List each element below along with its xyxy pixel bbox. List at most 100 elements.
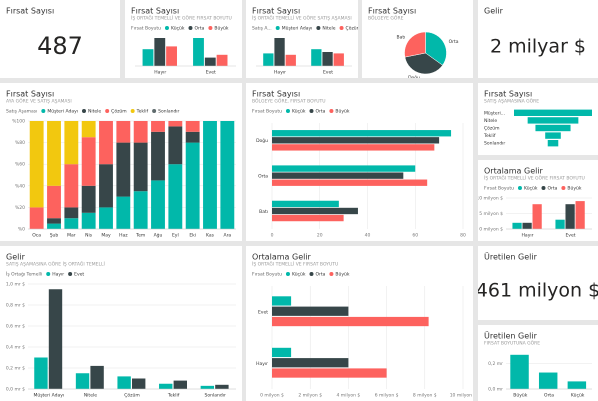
- bar-segment: [168, 164, 183, 229]
- legend-swatch: [309, 272, 314, 276]
- bar: [159, 383, 173, 389]
- slice-label: Doğu: [408, 74, 420, 78]
- legend-label: Nitele: [322, 26, 335, 32]
- legend-title: Fırsat Boyutu: [131, 26, 161, 32]
- bar-segment: [185, 131, 200, 143]
- legend-swatch: [285, 272, 290, 276]
- bar: [522, 222, 532, 229]
- bar: [166, 46, 177, 66]
- bar: [272, 316, 429, 327]
- y-tick-label: 10 milyon $: [478, 196, 503, 202]
- legend-swatch: [152, 109, 157, 113]
- bar: [193, 38, 204, 66]
- tile: Ortalama Gelir İŞ ORTAĞI TEMELLİ VE FIRSA…: [246, 246, 473, 401]
- tile-subtitle: İŞ ORTAĞI TEMELLİ VE GÖRE FIRSAT BOYUTU: [484, 175, 585, 182]
- legend-swatch: [46, 272, 51, 276]
- bar-segment: [47, 223, 61, 229]
- x-tick-label: 0 milyon $: [260, 393, 284, 399]
- bar: [204, 57, 216, 66]
- bar: [117, 376, 131, 389]
- tile-title: Üretilen Gelir: [484, 331, 538, 341]
- x-tick-label: Hayır: [274, 70, 286, 76]
- funnel-label: Teklif: [483, 133, 496, 139]
- chart: Gelir 2 milyar $: [484, 7, 586, 58]
- x-tick-label: Şub: [50, 233, 59, 239]
- bar: [272, 144, 435, 151]
- pie-slice: [425, 31, 447, 66]
- legend-swatch: [285, 109, 290, 113]
- funnel-label: Sonlandır: [484, 141, 505, 147]
- x-tick-label: Hayır: [522, 233, 534, 239]
- bar-segment: [151, 180, 165, 229]
- x-tick-label: 60: [412, 233, 418, 239]
- chart: Fırsat Sayısı 487: [6, 7, 83, 61]
- legend-label: Büyük: [335, 109, 349, 115]
- tile-subtitle: AYA GÖRE VE SATIŞ AŞAMASI: [6, 98, 72, 105]
- legend-title: Fırsat Boyutu: [252, 109, 282, 115]
- y-tick-label: 0,2 mr $: [6, 366, 25, 372]
- tile-title: Fırsat Sayısı: [6, 7, 54, 16]
- tile-title: Gelir: [484, 7, 504, 16]
- bar: [272, 347, 292, 358]
- bar-segment: [116, 121, 131, 143]
- card-value: 461 milyon $: [478, 280, 598, 302]
- legend-title: Satış A...: [252, 26, 272, 32]
- bar: [272, 296, 292, 306]
- legend-swatch: [329, 109, 334, 113]
- tile-subtitle: İŞ ORTAĞI TEMELLİ VE GÖRE SATIŞ AŞAMASI: [252, 15, 352, 22]
- legend-swatch: [164, 26, 169, 30]
- bar-segment: [133, 142, 148, 192]
- x-tick-label: Küçük: [571, 393, 585, 399]
- legend-title: Satış Aşaması: [6, 109, 37, 115]
- y-tick-label: 1,0 mr $: [6, 282, 25, 288]
- card-value: 2 milyar $: [490, 36, 586, 58]
- tile-subtitle: FIRSAT BOYUTUNA GÖRE: [484, 340, 540, 347]
- bar: [555, 219, 565, 229]
- bar: [48, 289, 63, 389]
- y-tick-label: 5 milyon $: [479, 211, 503, 217]
- bar: [200, 385, 215, 389]
- tile: Fırsat Sayısı SATIŞ AŞAMASINA GÖRE Müşteri…: [478, 83, 598, 155]
- x-tick-label: Evet: [323, 70, 333, 76]
- y-tick-label: 0,8 mr $: [6, 303, 25, 309]
- legend-label: Orta: [315, 272, 325, 278]
- bar: [272, 200, 339, 208]
- bar: [333, 53, 344, 66]
- bar: [215, 384, 229, 389]
- x-tick-label: Sonlandır: [205, 393, 226, 399]
- bar: [272, 207, 358, 215]
- legend-label: Sonlandır: [158, 109, 179, 115]
- legend-label: Küçük: [292, 109, 306, 115]
- tile-title: Fırsat Sayısı: [252, 90, 300, 99]
- bar-segment: [81, 137, 96, 186]
- bar: [510, 354, 529, 389]
- tile-subtitle: İŞ ORTAĞI TEMELLİ VE GÖRE FIRSAT BOYUTU: [131, 15, 232, 22]
- bar-segment: [29, 207, 44, 229]
- y-tick-label: 0,0 mr: [488, 387, 503, 393]
- bar: [132, 378, 146, 389]
- bar: [272, 172, 404, 179]
- x-tick-label: Eyl: [172, 233, 179, 239]
- x-tick-label: Evet: [206, 70, 216, 76]
- bar-segment: [168, 126, 183, 165]
- x-tick-label: 20: [317, 233, 323, 239]
- legend-title: Fırsat Boyutu: [252, 272, 282, 278]
- bar-segment: [64, 164, 79, 208]
- bar: [538, 372, 558, 389]
- bar-segment: [81, 212, 96, 229]
- bar-segment: [99, 207, 113, 229]
- legend-label: Büyük: [214, 26, 228, 32]
- bar: [567, 381, 587, 389]
- tile: Fırsat Sayısı İŞ ORTAĞI TEMELLİ VE GÖRE S…: [246, 0, 358, 78]
- legend-label: Orta: [194, 26, 204, 32]
- legend-title: İş Ortağı Temelli: [6, 271, 42, 278]
- tile: Üretilen Gelir 461 milyon $: [478, 246, 598, 320]
- legend-swatch: [41, 109, 46, 113]
- funnel-bar: [514, 109, 592, 116]
- bar: [154, 38, 166, 66]
- x-tick-label: 10 milyon $: [450, 393, 473, 399]
